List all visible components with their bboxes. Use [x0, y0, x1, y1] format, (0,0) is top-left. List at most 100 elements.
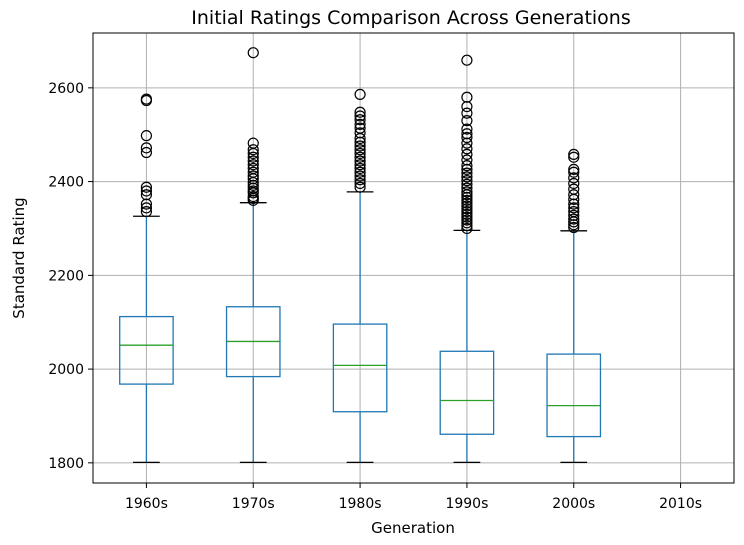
outlier-point	[461, 197, 473, 209]
outlier-point	[354, 122, 366, 134]
plot-area-frame	[92, 32, 735, 484]
outlier-point	[461, 214, 473, 226]
outlier-point	[354, 127, 366, 139]
x-tick-label: 1960s	[125, 496, 168, 512]
outlier-point	[568, 189, 580, 201]
outlier-point	[461, 107, 473, 119]
y-tick-label: 1800	[48, 456, 84, 472]
outlier-point	[461, 171, 473, 183]
outlier-point	[461, 182, 473, 194]
outlier-point	[461, 194, 473, 206]
outlier-point	[247, 144, 259, 156]
outlier-point	[354, 159, 366, 171]
outlier-point	[354, 144, 366, 156]
x-axis-ticks: 1960s 1970s 1980s 1990s 2000s 2010s	[125, 483, 702, 512]
outlier-point	[140, 181, 153, 193]
box-1970s	[225, 202, 281, 464]
outlier-point	[461, 143, 473, 155]
outlier-point	[461, 123, 473, 135]
outlier-point	[247, 182, 259, 194]
outlier-point	[461, 175, 473, 187]
outlier-point	[354, 106, 366, 118]
outlier-point	[461, 163, 473, 176]
outlier-point	[247, 170, 259, 182]
outlier-point	[461, 200, 473, 212]
iqr-box	[332, 323, 388, 413]
outlier-points	[140, 47, 580, 235]
outlier-point	[568, 166, 580, 178]
outlier-point	[247, 155, 259, 167]
outlier-point	[461, 220, 473, 232]
outlier-point	[461, 115, 473, 127]
outlier-point	[354, 88, 366, 101]
y-tick-label: 2600	[48, 81, 84, 97]
outlier-point	[140, 146, 153, 159]
outlier-point	[354, 177, 366, 190]
outlier-point	[568, 221, 580, 234]
y-tick-label: 2400	[48, 175, 84, 191]
outlier-point	[461, 186, 473, 198]
outlier-point	[354, 140, 366, 152]
outlier-point	[461, 131, 473, 144]
outlier-point	[568, 151, 580, 163]
outlier-point	[140, 93, 153, 105]
outlier-point	[461, 191, 473, 204]
box-1960s	[119, 215, 174, 464]
outlier-point	[140, 198, 153, 210]
grid-lines	[93, 33, 734, 483]
outlier-point	[461, 222, 473, 235]
outlier-point	[568, 209, 580, 221]
outlier-point	[461, 148, 473, 161]
x-tick-label: 1990s	[445, 496, 488, 512]
x-tick-label: 1970s	[232, 496, 275, 512]
iqr-box	[546, 353, 602, 438]
outlier-point	[461, 154, 473, 166]
outlier-point	[140, 189, 153, 201]
outlier-point	[461, 205, 473, 218]
outlier-point	[568, 219, 580, 231]
outlier-point	[354, 162, 366, 175]
outlier-point	[461, 167, 473, 179]
outlier-point	[354, 147, 366, 160]
outlier-point	[568, 213, 580, 225]
outlier-point	[354, 110, 366, 122]
outlier-point	[140, 185, 153, 197]
box-series	[119, 191, 602, 464]
outlier-point	[461, 91, 473, 103]
outlier-point	[354, 170, 366, 182]
outlier-point	[354, 155, 366, 167]
iqr-box	[439, 350, 495, 435]
outlier-point	[247, 151, 259, 163]
outlier-point	[140, 142, 153, 154]
outlier-point	[354, 174, 366, 186]
outlier-point	[461, 203, 473, 215]
outlier-point	[568, 205, 580, 218]
outlier-point	[461, 128, 473, 140]
outlier-point	[247, 166, 259, 178]
outlier-point	[568, 183, 580, 195]
outlier-point	[247, 162, 259, 175]
y-axis-ticks: 1800 2000 2200 2400 2600	[48, 81, 93, 472]
outlier-point	[247, 47, 259, 59]
outlier-point	[247, 179, 259, 191]
y-tick-label: 2200	[48, 268, 84, 284]
x-tick-label: 2010s	[659, 496, 702, 512]
y-axis-label: Standard Rating	[10, 197, 28, 318]
outlier-point	[568, 202, 580, 214]
outlier-point	[568, 198, 580, 210]
outlier-point	[461, 211, 473, 223]
outlier-point	[354, 151, 366, 163]
iqr-box	[119, 315, 174, 385]
outlier-point	[354, 136, 366, 148]
outlier-point	[461, 137, 473, 149]
outlier-point	[568, 163, 580, 176]
outlier-point	[461, 160, 473, 172]
outlier-point	[354, 114, 366, 126]
outlier-point	[568, 177, 580, 190]
outlier-point	[461, 178, 473, 191]
box-1980s	[332, 191, 388, 464]
outlier-point	[140, 130, 153, 142]
y-tick-label: 2000	[48, 362, 84, 378]
box-2000s	[546, 230, 602, 464]
